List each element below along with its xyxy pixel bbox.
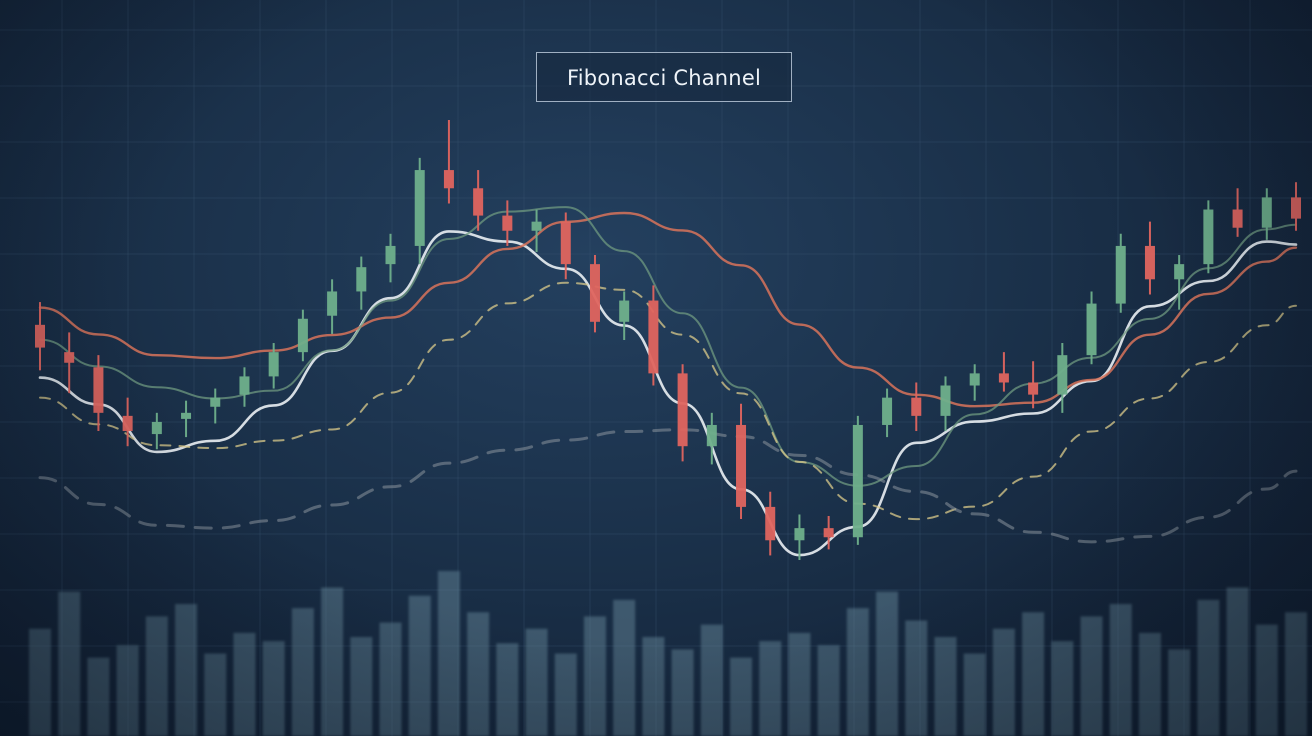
- volume-bar: [846, 608, 869, 736]
- volume-bar: [58, 591, 81, 736]
- candle-up: [1057, 343, 1068, 413]
- candle-up: [297, 309, 308, 362]
- volume-bar: [1226, 587, 1249, 736]
- candle-down: [677, 364, 688, 462]
- candle-up: [1203, 200, 1214, 274]
- candle-up: [414, 157, 425, 265]
- candle-up: [969, 364, 980, 401]
- candle-down: [1028, 361, 1039, 409]
- candle-down: [64, 332, 75, 394]
- candle-down: [765, 491, 776, 556]
- candle-up: [1115, 233, 1126, 313]
- candle-down: [443, 120, 454, 204]
- indicator-lines: [38, 206, 1298, 557]
- indicator-line-2: [38, 211, 1298, 408]
- volume-bar: [467, 612, 490, 736]
- candle-down: [35, 302, 45, 371]
- volume-bar: [204, 653, 227, 736]
- volume-bar: [671, 649, 694, 736]
- volume-bar: [963, 653, 986, 736]
- volume-bar: [1197, 599, 1220, 736]
- volume-bar: [145, 616, 168, 736]
- volume-bar: [350, 637, 373, 736]
- candle-up: [239, 367, 250, 407]
- candle-down: [1144, 221, 1155, 295]
- candle-down: [93, 355, 104, 432]
- volume-bar: [1168, 649, 1191, 736]
- candle-up: [1174, 255, 1185, 310]
- indicator-line-1: [38, 230, 1298, 557]
- volume-bar: [496, 643, 519, 736]
- volume-bar: [1285, 612, 1307, 736]
- volume-bar: [233, 632, 256, 736]
- volume-bar: [116, 645, 139, 736]
- candle-up: [531, 209, 542, 252]
- volume-bar: [992, 628, 1015, 736]
- candle-down: [589, 255, 600, 333]
- candle-down: [502, 200, 513, 246]
- candle-up: [210, 388, 221, 424]
- candle-down: [823, 516, 834, 550]
- candle-down: [560, 212, 571, 280]
- candle-up: [385, 233, 396, 283]
- candle-up: [706, 412, 717, 465]
- candle-up: [852, 415, 863, 545]
- volume-bar: [876, 591, 899, 736]
- volume-bar: [291, 608, 314, 736]
- volume-bar: [525, 628, 548, 736]
- candle-up: [327, 279, 338, 334]
- candle-up: [1086, 291, 1097, 365]
- volume-bar: [1255, 624, 1278, 736]
- candle-down: [473, 170, 484, 231]
- volume-bar: [583, 616, 606, 736]
- volume-bar: [1080, 616, 1103, 736]
- candle-down: [736, 403, 747, 520]
- candle-down: [998, 352, 1009, 392]
- volume-bar: [817, 645, 840, 736]
- volume-bar: [934, 637, 957, 736]
- volume-bar: [759, 641, 782, 736]
- candle-up: [940, 376, 951, 432]
- candle-down: [1291, 182, 1301, 231]
- candle-down: [1232, 188, 1243, 237]
- volume-bar: [613, 599, 636, 736]
- volume-bars: [29, 571, 1307, 736]
- candle-up: [882, 388, 893, 438]
- candle-down: [911, 382, 922, 432]
- volume-bar: [1109, 604, 1132, 736]
- candles: [35, 120, 1301, 560]
- volume-bar: [29, 628, 51, 736]
- volume-bar: [642, 637, 665, 736]
- indicator-line-3: [39, 206, 1297, 487]
- volume-bar: [437, 571, 460, 736]
- volume-bar: [730, 657, 753, 736]
- candle-up: [268, 343, 279, 389]
- chart-title: Fibonacci Channel: [536, 52, 792, 102]
- candle-up: [794, 514, 805, 560]
- volume-bar: [554, 653, 577, 736]
- volume-bar: [175, 604, 198, 736]
- volume-bar: [700, 624, 723, 736]
- volume-bar: [262, 641, 285, 736]
- volume-bar: [87, 657, 110, 736]
- volume-bar: [905, 620, 928, 736]
- candle-down: [122, 397, 133, 447]
- volume-bar: [321, 587, 344, 736]
- volume-bar: [788, 632, 811, 736]
- candle-up: [619, 291, 630, 340]
- indicator-line-4: [39, 281, 1297, 521]
- candle-up: [356, 256, 367, 310]
- candle-up: [151, 412, 162, 450]
- volume-bar: [1051, 641, 1074, 736]
- candle-up: [1261, 188, 1272, 240]
- volume-bar: [1022, 612, 1045, 736]
- candle-up: [181, 400, 192, 438]
- indicator-line-5: [38, 428, 1298, 544]
- volume-bar: [379, 622, 402, 736]
- volume-bar: [1138, 632, 1161, 736]
- volume-bar: [408, 595, 431, 736]
- candle-down: [648, 285, 659, 386]
